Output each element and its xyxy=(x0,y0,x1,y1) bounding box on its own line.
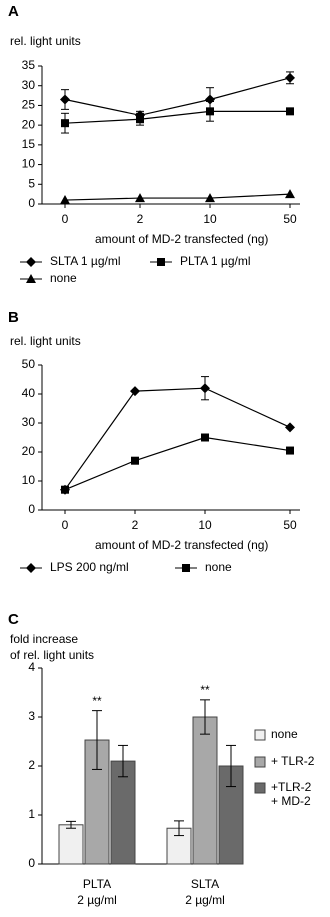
x-tick-label: PLTA xyxy=(83,877,111,891)
y-tick-label: 0 xyxy=(28,502,35,516)
significance: ** xyxy=(200,683,210,697)
y-tick-label: 30 xyxy=(22,415,36,429)
y-tick-label: 20 xyxy=(22,117,36,131)
x-tick-label: 2 xyxy=(132,518,139,532)
y-axis-label: fold increase xyxy=(10,632,78,646)
x-tick-label: 10 xyxy=(203,212,217,226)
bar xyxy=(58,824,84,865)
y-axis-label: of rel. light units xyxy=(10,648,94,662)
legend-marker xyxy=(26,563,36,573)
y-tick-label: 10 xyxy=(22,473,36,487)
series-line xyxy=(64,436,291,491)
legend-label: none xyxy=(205,560,232,574)
data-point xyxy=(60,94,70,105)
panel-label: A xyxy=(8,3,19,20)
x-tick-label: 10 xyxy=(198,518,212,532)
y-tick-label: 3 xyxy=(28,709,35,723)
y-axis-label: rel. light units xyxy=(10,34,81,48)
y-axis-label: rel. light units xyxy=(10,334,81,348)
series-line xyxy=(64,77,291,116)
legend-label: none xyxy=(271,727,298,741)
x-tick-label: 0 xyxy=(62,518,69,532)
data-point xyxy=(135,193,145,203)
x-tick-label: 2 µg/ml xyxy=(185,893,225,907)
x-tick-label: 50 xyxy=(283,212,297,226)
data-point xyxy=(285,189,295,199)
legend-swatch xyxy=(254,782,266,794)
legend-label: +TLR-2 xyxy=(271,780,312,794)
y-tick-label: 40 xyxy=(22,386,36,400)
x-axis-label: amount of MD-2 transfected (ng) xyxy=(95,538,268,552)
x-axis-label: amount of MD-2 transfected (ng) xyxy=(95,232,268,246)
x-tick-label: 50 xyxy=(283,518,297,532)
y-tick-label: 5 xyxy=(28,176,35,190)
significance: ** xyxy=(92,694,102,708)
x-tick-label: 0 xyxy=(62,212,69,226)
x-tick-label: SLTA xyxy=(191,877,219,891)
y-tick-label: 20 xyxy=(22,444,36,458)
data-point xyxy=(206,107,214,116)
legend-marker xyxy=(26,257,36,267)
data-point xyxy=(205,193,215,203)
y-tick-label: 1 xyxy=(28,807,35,821)
legend-swatch xyxy=(254,756,266,768)
legend-label: PLTA 1 µg/ml xyxy=(180,254,251,268)
data-point xyxy=(205,94,215,105)
series-line xyxy=(64,387,291,491)
y-tick-label: 25 xyxy=(22,98,36,112)
x-tick-label: 2 xyxy=(137,212,144,226)
bar xyxy=(110,760,136,865)
y-tick-label: 10 xyxy=(22,157,36,171)
y-tick-label: 2 xyxy=(28,758,35,772)
x-tick-label: 2 µg/ml xyxy=(77,893,117,907)
legend-label: none xyxy=(50,271,77,285)
series-line xyxy=(64,110,290,124)
legend-swatch xyxy=(254,729,266,741)
y-tick-label: 35 xyxy=(22,58,36,72)
data-point xyxy=(61,119,69,128)
series-line xyxy=(64,193,291,201)
legend-marker xyxy=(182,564,190,572)
data-point xyxy=(286,446,294,455)
y-tick-label: 15 xyxy=(22,137,36,151)
legend-label: + TLR-2 xyxy=(271,754,315,768)
y-tick-label: 50 xyxy=(22,357,36,371)
data-point xyxy=(131,456,139,465)
data-point xyxy=(130,386,140,397)
data-point xyxy=(285,72,295,83)
y-tick-label: 30 xyxy=(22,78,36,92)
legend-label: SLTA 1 µg/ml xyxy=(50,254,121,268)
data-point xyxy=(201,433,209,442)
legend-marker xyxy=(26,274,36,283)
legend-marker xyxy=(157,258,165,266)
data-point xyxy=(60,195,70,205)
legend-label: + MD-2 xyxy=(271,794,311,808)
y-tick-label: 0 xyxy=(28,856,35,870)
data-point xyxy=(285,422,295,433)
panel-label: B xyxy=(8,309,19,326)
data-point xyxy=(286,107,294,116)
bar xyxy=(192,716,218,865)
panel-label: C xyxy=(8,611,19,628)
y-tick-label: 0 xyxy=(28,196,35,210)
data-point xyxy=(200,383,210,394)
legend-label: LPS 200 ng/ml xyxy=(50,560,129,574)
data-point xyxy=(136,115,144,124)
data-point xyxy=(61,485,69,494)
y-tick-label: 4 xyxy=(28,660,35,674)
